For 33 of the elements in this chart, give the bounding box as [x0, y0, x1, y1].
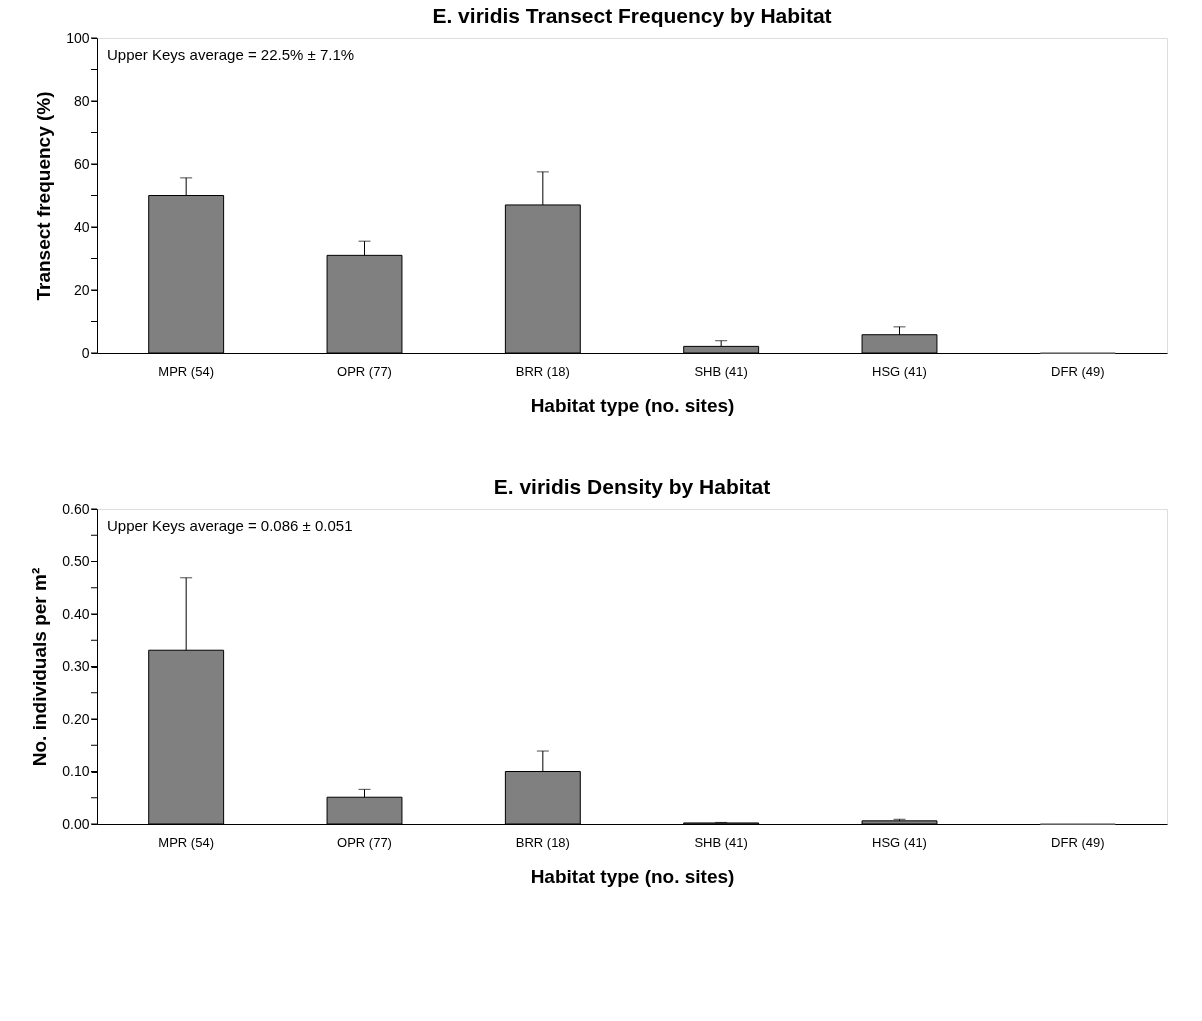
x-axis-title: Habitat type (no. sites) — [530, 394, 735, 416]
x-tick-label: HSG (41) — [872, 363, 927, 379]
y-tick-label: 100 — [66, 29, 90, 46]
y-axis-title: Transect frequency (%) — [33, 91, 55, 301]
y-tick-label: 40 — [73, 218, 90, 235]
y-tick-label: 20 — [73, 281, 90, 298]
x-tick-label: OPR (77) — [337, 834, 392, 850]
x-tick-label: MPR (54) — [158, 363, 214, 379]
y-tick-label: 0.20 — [62, 710, 90, 727]
x-axis-title: Habitat type (no. sites) — [530, 865, 735, 887]
chart-title: E. viridis Density by Habitat — [493, 475, 771, 498]
x-tick-label: SHB (41) — [694, 363, 748, 379]
y-tick-label: 0 — [81, 344, 90, 361]
x-tick-label: DFR (49) — [1051, 834, 1105, 850]
x-tick-label: BRR (18) — [515, 834, 570, 850]
y-tick-label: 80 — [73, 92, 90, 109]
x-tick-label: HSG (41) — [872, 834, 927, 850]
x-tick-label: OPR (77) — [337, 363, 392, 379]
annotation: Upper Keys average = 0.086 ± 0.051 — [107, 517, 353, 534]
y-tick-label: 60 — [73, 155, 90, 172]
y-tick-label: 0.40 — [62, 605, 90, 622]
y-tick-label: 0.50 — [62, 553, 90, 569]
x-tick-label: SHB (41) — [694, 834, 748, 850]
x-tick-label: MPR (54) — [158, 834, 214, 850]
chart-title: E. viridis Transect Frequency by Habitat — [432, 4, 832, 27]
y-axis-title: No. individuals per m² — [29, 567, 51, 767]
y-tick-label: 0.60 — [62, 500, 90, 517]
x-tick-label: BRR (18) — [515, 363, 570, 379]
x-tick-label: DFR (49) — [1051, 363, 1105, 379]
y-tick-label: 0.00 — [62, 815, 90, 832]
annotation: Upper Keys average = 22.5% ± 7.1% — [107, 46, 355, 63]
y-tick-label: 0.10 — [62, 763, 90, 779]
y-tick-label: 0.30 — [62, 658, 90, 674]
